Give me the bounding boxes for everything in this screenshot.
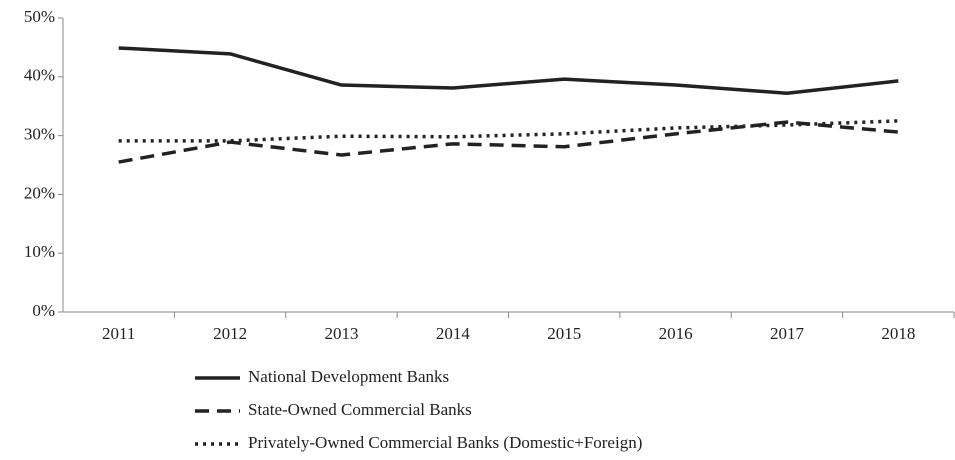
x-tick-label: 2014 [436, 324, 471, 343]
x-tick-label: 2013 [324, 324, 358, 343]
legend-label: National Development Banks [248, 367, 449, 386]
series-line [118, 119, 899, 143]
series-line [118, 46, 899, 96]
y-tick-label: 40% [24, 66, 55, 85]
y-tick-label: 20% [24, 183, 55, 202]
x-tick-label: 2018 [881, 324, 915, 343]
x-tick-label: 2015 [547, 324, 581, 343]
y-tick-label: 30% [24, 125, 55, 144]
x-tick-label: 2012 [213, 324, 247, 343]
y-tick-label: 0% [32, 301, 55, 320]
y-tick-label: 10% [24, 242, 55, 261]
x-tick-label: 2016 [659, 324, 693, 343]
x-tick-label: 2011 [102, 324, 135, 343]
legend-label: State-Owned Commercial Banks [248, 400, 472, 419]
series-line [118, 120, 899, 164]
x-tick-label: 2017 [770, 324, 805, 343]
y-tick-label: 50% [24, 7, 55, 26]
legend-label: Privately-Owned Commercial Banks (Domest… [248, 433, 642, 452]
